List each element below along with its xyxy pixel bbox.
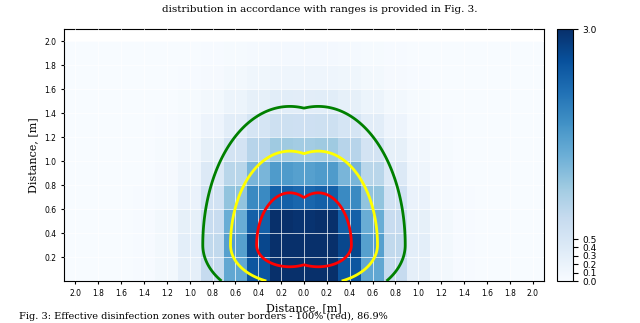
X-axis label: Distance, [m]: Distance, [m] [266, 303, 342, 313]
Text: Fig. 3: Effective disinfection zones with outer borders - 100% (red), 86.9%: Fig. 3: Effective disinfection zones wit… [19, 312, 388, 321]
Text: distribution in accordance with ranges is provided in Fig. 3.: distribution in accordance with ranges i… [163, 5, 477, 14]
Y-axis label: Distance, [m]: Distance, [m] [29, 117, 38, 193]
